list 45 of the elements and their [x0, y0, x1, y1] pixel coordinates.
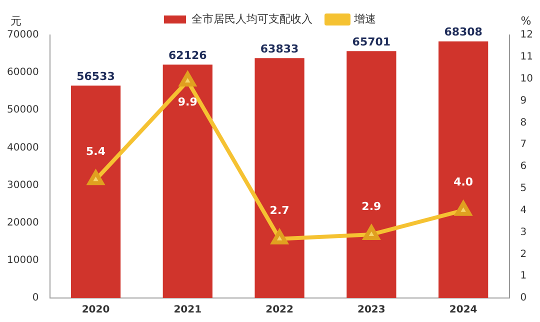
y2-tick-label: 3 — [520, 226, 527, 238]
y-axis-title: 元 — [10, 14, 22, 28]
point — [88, 170, 104, 186]
data-label: 62126 — [168, 48, 208, 62]
point — [180, 72, 196, 87]
y-tick-label: 20000 — [7, 217, 39, 228]
y-tick-label: 30000 — [7, 180, 39, 191]
y2-tick-label: 1 — [520, 270, 527, 282]
y-tick-label: 40000 — [7, 142, 39, 154]
y2-tick-label: 7 — [520, 139, 527, 150]
y-tick-label: 10000 — [7, 255, 39, 266]
y-tick-label: 0 — [32, 292, 39, 304]
point — [455, 201, 472, 216]
y2-tick-label: 8 — [520, 117, 527, 128]
legend-label: 增速 — [353, 12, 376, 26]
y2-tick-label: 11 — [520, 52, 534, 63]
x-tick-label: 2020 — [82, 304, 110, 316]
y2-tick-label: 6 — [520, 161, 527, 172]
point — [271, 230, 288, 244]
y-tick-label: 70000 — [7, 30, 39, 41]
data-label: 2.7 — [270, 204, 290, 218]
data-label: 2.9 — [362, 200, 382, 213]
y2-tick-label: 10 — [520, 73, 534, 84]
y2-tick-label: 4 — [520, 204, 527, 216]
legend-label: 全市居民人均可支配收入 — [192, 12, 312, 26]
y2-tick-label: 5 — [520, 183, 527, 194]
data-label: 5.4 — [86, 145, 106, 158]
data-label: 4.0 — [454, 176, 474, 189]
data-label: 63833 — [260, 42, 299, 56]
y2-tick-label: 12 — [520, 30, 534, 41]
y2-tick-label: 0 — [520, 292, 527, 304]
x-tick-label: 2022 — [266, 304, 294, 316]
x-tick-label: 2024 — [449, 304, 478, 316]
data-label: 68308 — [444, 26, 482, 39]
y-tick-label: 50000 — [7, 104, 39, 116]
data-label: 65701 — [352, 36, 391, 49]
x-tick-label: 2021 — [174, 304, 202, 316]
data-label: 56533 — [76, 70, 115, 83]
x-tick-label: 2023 — [358, 304, 386, 316]
y-tick-label: 60000 — [7, 67, 39, 78]
y2-tick-label: 9 — [520, 95, 527, 106]
y2-axis-title: % — [520, 14, 532, 28]
y2-tick-label: 2 — [520, 248, 527, 260]
point — [363, 225, 380, 240]
data-label: 9.9 — [178, 95, 198, 108]
